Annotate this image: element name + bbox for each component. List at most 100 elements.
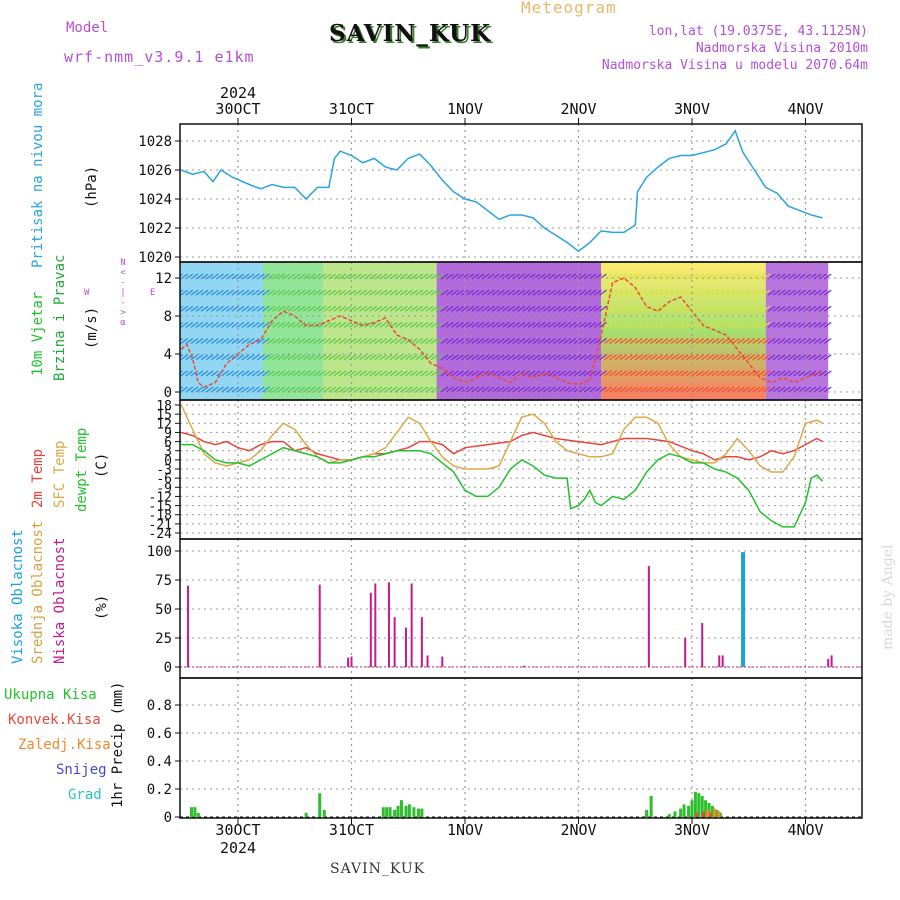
wind-barb [706, 289, 715, 296]
wind-barb [696, 305, 704, 312]
wind-barb [588, 386, 597, 393]
wind-barb [410, 338, 418, 345]
wind-barb [180, 305, 183, 309]
wind-barb [308, 338, 316, 345]
wind-barb [563, 289, 572, 296]
wind-barb [573, 289, 582, 296]
xtick-label-bottom: 31OCT [329, 821, 374, 839]
wind-barb [752, 321, 761, 328]
wind-barb [691, 273, 699, 280]
wind-barb [481, 386, 490, 393]
wind-barb [205, 338, 214, 345]
cloud-low-bar [393, 617, 396, 667]
wind-barb [793, 338, 801, 345]
wind-barb [272, 273, 280, 280]
wind-barb [379, 338, 388, 345]
wind-barb [343, 386, 352, 393]
wind-barb [195, 289, 204, 296]
wind-barb [624, 273, 633, 280]
wind-barb [701, 370, 709, 377]
wind-barb [542, 305, 551, 312]
wind-barb [210, 273, 219, 280]
wind-barb [798, 289, 807, 296]
cloud-low-bar [830, 655, 833, 667]
wind-barb [267, 273, 275, 280]
precip-bar-0 [682, 804, 686, 817]
wind-barb [190, 370, 199, 377]
wind-barb [665, 305, 674, 312]
wind-barb [650, 305, 658, 312]
wind-barb [333, 321, 342, 328]
wind-barb [752, 386, 761, 393]
wind-barb [640, 305, 648, 312]
wind-barb [466, 273, 475, 280]
wind-barb [486, 321, 495, 328]
wind-barb [318, 370, 326, 377]
wind-barb [420, 289, 429, 296]
wind-barb [553, 386, 561, 393]
xtick-label-bottom: 3NOV [674, 821, 710, 839]
wind-barb [476, 338, 485, 345]
wind-barb [685, 338, 694, 345]
wind-barb [461, 354, 469, 361]
wind-barb [788, 273, 796, 280]
wind-barb [665, 289, 674, 296]
wind-barb [808, 289, 817, 296]
wind-barb [604, 354, 612, 361]
wind-barb [660, 321, 669, 328]
wind-barb [818, 305, 827, 312]
wind-barb [323, 305, 332, 312]
wind-barb [818, 386, 827, 393]
wind-barb [619, 289, 628, 296]
wind-barb [685, 305, 694, 312]
wind-barb [435, 273, 444, 280]
wind-barb [425, 338, 434, 345]
wind-barb [716, 354, 725, 361]
wind-barb [634, 305, 643, 312]
wind-barb [721, 386, 730, 393]
wind-barb [410, 386, 418, 393]
wind-barb [302, 338, 311, 345]
wind-barb [272, 354, 280, 361]
wind-barb [287, 338, 296, 345]
wind-compass: N < - | - > α [116, 258, 130, 328]
wind-barb [246, 370, 255, 377]
wind-barb [655, 289, 664, 296]
wind-barb [328, 305, 337, 312]
wind-barb [348, 321, 357, 328]
wind-barb [614, 370, 623, 377]
wind-barb [701, 338, 709, 345]
wind-barb [420, 321, 429, 328]
wind-barb [762, 305, 771, 312]
wind-barb [425, 305, 434, 312]
wind-barb [302, 370, 311, 377]
wind-barb [783, 273, 791, 280]
wind-barb [369, 289, 378, 296]
wind-barb [772, 321, 781, 328]
wind-barb [502, 273, 510, 280]
wind-barb [634, 321, 643, 328]
wind-barb [287, 289, 296, 296]
compass-bar: | [120, 288, 126, 298]
wind-barb [568, 386, 577, 393]
wind-barb [783, 370, 791, 377]
wind-barb [246, 273, 255, 280]
wind-barb [410, 370, 418, 377]
wind-barb [486, 289, 495, 296]
wind-barb [522, 386, 531, 393]
wind-barb [200, 354, 209, 361]
wind-barb [711, 321, 720, 328]
precip-bar-0 [407, 804, 411, 817]
wind-barb [675, 354, 684, 361]
wind-barb [364, 289, 372, 296]
wind-barb [456, 354, 464, 361]
wind-barb [420, 305, 429, 312]
precip-bar-0 [667, 814, 671, 817]
ytick-label-temp: -18 [149, 509, 172, 524]
pressure-line [180, 129, 823, 253]
wind-barb [691, 386, 699, 393]
wind-barb [507, 354, 515, 361]
wind-barb [374, 354, 383, 361]
wind-barb [251, 354, 260, 361]
precip-snow-label: Snijeg [56, 762, 107, 778]
